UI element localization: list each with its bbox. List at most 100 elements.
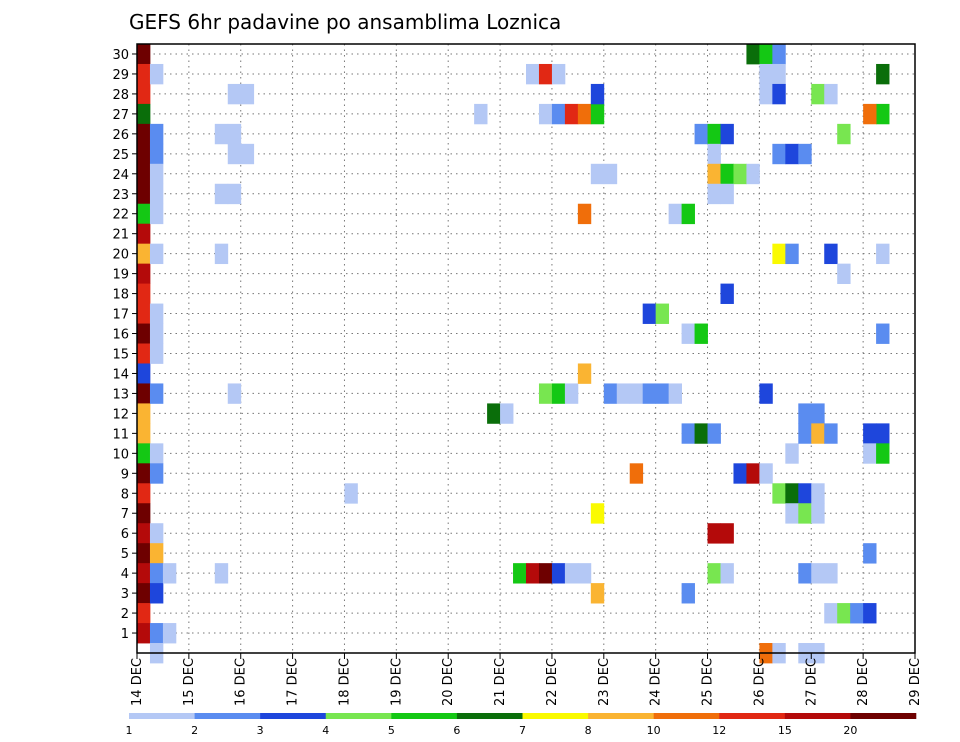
y-tick-label: 19 [112,268,129,283]
heatmap-cell [876,103,890,125]
heatmap-cell [642,383,657,404]
chart-title: GEFS 6hr padavine po ansamblima Loznica [129,10,561,34]
heatmap-cell [707,563,721,584]
heatmap-cell [227,83,242,105]
heatmap-cell [564,103,579,125]
heatmap-cell [785,143,799,165]
heatmap-cell [720,563,734,584]
heatmap-cell [811,403,825,424]
heatmap-cell [137,483,151,504]
heatmap-cell [772,483,786,504]
y-tick-label: 8 [121,487,129,502]
heatmap-cell [214,183,229,205]
y-tick-label: 20 [112,248,129,263]
heatmap-cell [149,123,164,145]
y-tick-label: 3 [121,587,129,602]
colorbar-swatch [456,713,523,719]
x-tick-label: 21 DEC [493,658,508,706]
x-tick-label: 17 DEC [286,658,301,706]
heatmap-cell [642,303,657,324]
colorbar-swatch [653,713,720,719]
heatmap-cell [137,383,151,404]
heatmap-cell [137,163,151,185]
plot-frame [136,43,916,654]
heatmap-cell [811,83,825,105]
colorbar-label: 1 [126,724,133,737]
heatmap-cell [137,103,151,125]
heatmap-cell [137,523,151,544]
heatmap-cell [824,603,838,624]
heatmap-cell [564,563,579,584]
heatmap-cell [655,303,670,324]
heatmap-cell [149,163,164,185]
heatmap-cell [746,163,760,185]
heatmap-cell [824,563,838,584]
heatmap-cell [798,403,812,424]
x-tick-label: 23 DEC [597,658,612,706]
heatmap-cell [785,503,799,524]
heatmap-cell [577,363,592,384]
heatmap-cell [240,143,255,165]
heatmap-cell [798,483,812,504]
y-tick-label: 28 [112,88,129,103]
heatmap-cell [227,183,242,205]
heatmap-cell [837,123,851,145]
heatmap-cell [863,543,877,564]
heatmap-cell [681,323,695,344]
heatmap-cell [137,543,151,564]
colorbar-label: 3 [257,724,264,737]
heatmap-cell [149,243,164,265]
heatmap-cell [137,503,151,524]
heatmap-cell [876,443,890,464]
y-tick-label: 11 [112,427,129,442]
heatmap-cell [798,503,812,524]
heatmap-cell [759,463,773,484]
y-tick-label: 21 [112,228,129,243]
heatmap-cell [551,563,566,584]
heatmap-cell [500,403,514,424]
heatmap-cell [681,423,695,444]
y-tick-label: 2 [121,607,129,622]
heatmap-cell [137,123,151,145]
y-tick-label: 7 [121,507,129,522]
heatmap-cell [137,623,151,644]
colorbar-swatch [719,713,786,719]
grid-lines [137,44,915,653]
heatmap-cell [538,103,553,125]
y-tick-label: 25 [112,148,129,163]
heatmap-cell [759,383,773,404]
y-tick-label: 1 [121,627,129,642]
heatmap-cell [772,143,786,165]
heatmap-cell [149,543,164,564]
colorbar-swatch [850,713,917,719]
heatmap-cell [240,83,255,105]
heatmap-cell [227,383,242,404]
heatmap-cell [149,143,164,165]
heatmap-cell [707,423,721,444]
heatmap-cell [824,83,838,105]
heatmap-cell [590,163,605,185]
heatmap-cell [707,123,721,145]
heatmap-cell [214,243,229,265]
y-tick-label: 12 [112,407,129,422]
heatmap-cell [707,163,721,185]
y-tick-label: 18 [112,288,129,303]
heatmap-cell [681,203,695,225]
heatmap-cell [863,603,877,624]
x-tick-label: 20 DEC [441,658,456,706]
heatmap-cell [837,263,851,285]
y-tick-label: 23 [112,188,129,203]
heatmap-cell [538,563,553,584]
heatmap-cell [772,243,786,265]
heatmap-cell [590,583,605,604]
heatmap-cell [603,383,618,404]
heatmap-cell [681,583,695,604]
heatmap-cell [811,563,825,584]
colorbar-label: 12 [712,724,726,737]
heatmap-cell [149,463,164,484]
heatmap-cell [759,44,773,65]
heatmap-cell [876,63,890,85]
heatmap-cell [162,563,177,584]
heatmap-cell [590,103,605,125]
x-tick-label: 29 DEC [908,658,923,706]
